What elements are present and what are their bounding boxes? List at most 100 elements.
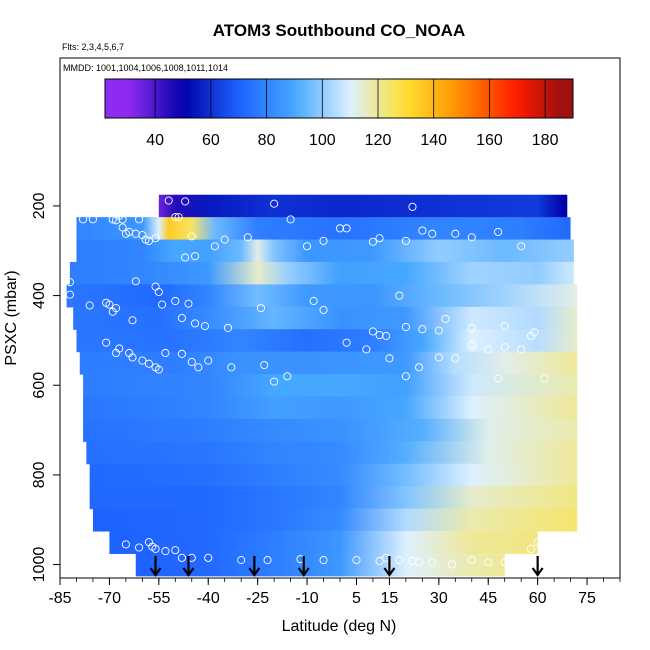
heatmap-band bbox=[76, 239, 574, 263]
arrow-markers bbox=[149, 556, 544, 577]
heatmap-band bbox=[158, 194, 568, 218]
heatmap-band bbox=[83, 418, 578, 442]
colorbar-tick-label: 180 bbox=[532, 132, 559, 149]
sample-point bbox=[151, 544, 160, 553]
sample-point bbox=[415, 557, 424, 566]
colorbar-tick-label: 100 bbox=[309, 132, 336, 149]
sample-point bbox=[543, 535, 552, 544]
sample-point bbox=[263, 556, 272, 565]
sample-point bbox=[500, 322, 509, 331]
x-tick-label: 30 bbox=[430, 590, 448, 607]
sample-point bbox=[194, 363, 203, 372]
heatmap-band bbox=[109, 530, 538, 554]
sample-point bbox=[283, 372, 292, 381]
sample-point bbox=[174, 213, 183, 222]
sample-point bbox=[210, 242, 219, 251]
sample-point bbox=[85, 301, 94, 310]
sample-point bbox=[415, 363, 424, 372]
sample-point bbox=[375, 330, 384, 340]
sample-point bbox=[451, 229, 460, 238]
sample-point bbox=[401, 372, 410, 381]
sample-point bbox=[79, 215, 88, 224]
sample-point bbox=[319, 305, 328, 314]
sample-point bbox=[375, 556, 384, 566]
sample-point bbox=[395, 291, 404, 300]
x-tick-label: -10 bbox=[295, 590, 318, 607]
flights-note: Flts: 2,3,4,5,6,7 bbox=[62, 42, 124, 52]
sample-point bbox=[517, 345, 526, 354]
sample-point bbox=[447, 560, 457, 569]
sample-point bbox=[154, 287, 163, 297]
heatmap-band bbox=[83, 374, 578, 398]
sample-point bbox=[128, 353, 137, 362]
sample-point bbox=[135, 215, 144, 224]
sample-point bbox=[428, 558, 437, 567]
sample-point bbox=[161, 547, 170, 556]
sample-point bbox=[108, 215, 117, 224]
arrow-head bbox=[297, 567, 310, 577]
sample-point bbox=[204, 356, 213, 365]
sample-point bbox=[467, 556, 476, 565]
sample-point bbox=[121, 540, 130, 549]
sample-point bbox=[303, 242, 312, 251]
sample-point bbox=[164, 196, 173, 205]
x-tick-label: 45 bbox=[479, 590, 497, 607]
sample-point bbox=[118, 223, 127, 232]
sample-point bbox=[418, 226, 427, 235]
sample-point bbox=[105, 300, 114, 309]
arrow-head bbox=[531, 567, 544, 577]
x-tick-label: -85 bbox=[48, 590, 71, 607]
sample-point bbox=[128, 316, 137, 325]
heatmap-band bbox=[76, 217, 571, 241]
sample-point bbox=[223, 323, 233, 332]
sample-point bbox=[237, 556, 246, 565]
colorbar-rect bbox=[104, 78, 574, 119]
heatmap-band bbox=[66, 284, 578, 308]
x-tick-label: 15 bbox=[381, 590, 399, 607]
sample-point bbox=[270, 377, 279, 386]
sample-point bbox=[184, 299, 193, 308]
sample-point bbox=[484, 558, 493, 567]
colorbar-tick-label: 160 bbox=[476, 132, 503, 149]
y-axis: 200 400 600 800 1000 bbox=[31, 192, 60, 582]
sample-point bbox=[401, 322, 410, 332]
sample-point bbox=[65, 278, 74, 287]
x-tick-label: -70 bbox=[98, 590, 121, 607]
sample-point bbox=[428, 229, 437, 238]
sample-point bbox=[494, 227, 503, 236]
sample-point bbox=[408, 202, 417, 211]
x-tick-label: 5 bbox=[352, 590, 361, 607]
sample-point bbox=[187, 357, 196, 366]
sample-point bbox=[540, 374, 549, 383]
sample-point bbox=[158, 300, 167, 309]
colorbar-tick-label: 80 bbox=[258, 132, 276, 149]
x-tick-label: -40 bbox=[197, 590, 220, 607]
sample-point bbox=[500, 343, 509, 352]
sample-point bbox=[401, 236, 410, 245]
colorbar: 40 60 80 100 120 140 160 180 bbox=[104, 78, 574, 149]
arrow-head bbox=[248, 567, 261, 577]
heatmap-band bbox=[69, 261, 574, 285]
x-tick-label: -25 bbox=[246, 590, 269, 607]
sample-point bbox=[385, 354, 394, 363]
sample-point bbox=[204, 553, 213, 562]
sample-point bbox=[243, 233, 252, 242]
chart-title: ATOM3 Southbound CO_NOAA bbox=[213, 21, 465, 40]
sample-point bbox=[144, 359, 153, 368]
heatmap-band bbox=[92, 508, 578, 532]
colorbar-tick-label: 60 bbox=[202, 132, 220, 149]
heatmap-band bbox=[86, 441, 578, 465]
colorbar-tick-label: 140 bbox=[420, 132, 447, 149]
x-tick-label: 75 bbox=[578, 590, 596, 607]
sample-point bbox=[138, 356, 147, 365]
sample-point bbox=[335, 224, 345, 233]
sample-point bbox=[319, 556, 328, 565]
sample-point bbox=[342, 338, 351, 347]
arrow-head bbox=[149, 567, 162, 577]
sample-point bbox=[441, 314, 450, 323]
heatmap-band bbox=[73, 306, 578, 330]
sample-point bbox=[177, 349, 186, 358]
sample-point bbox=[467, 323, 476, 332]
sample-point bbox=[500, 558, 509, 567]
